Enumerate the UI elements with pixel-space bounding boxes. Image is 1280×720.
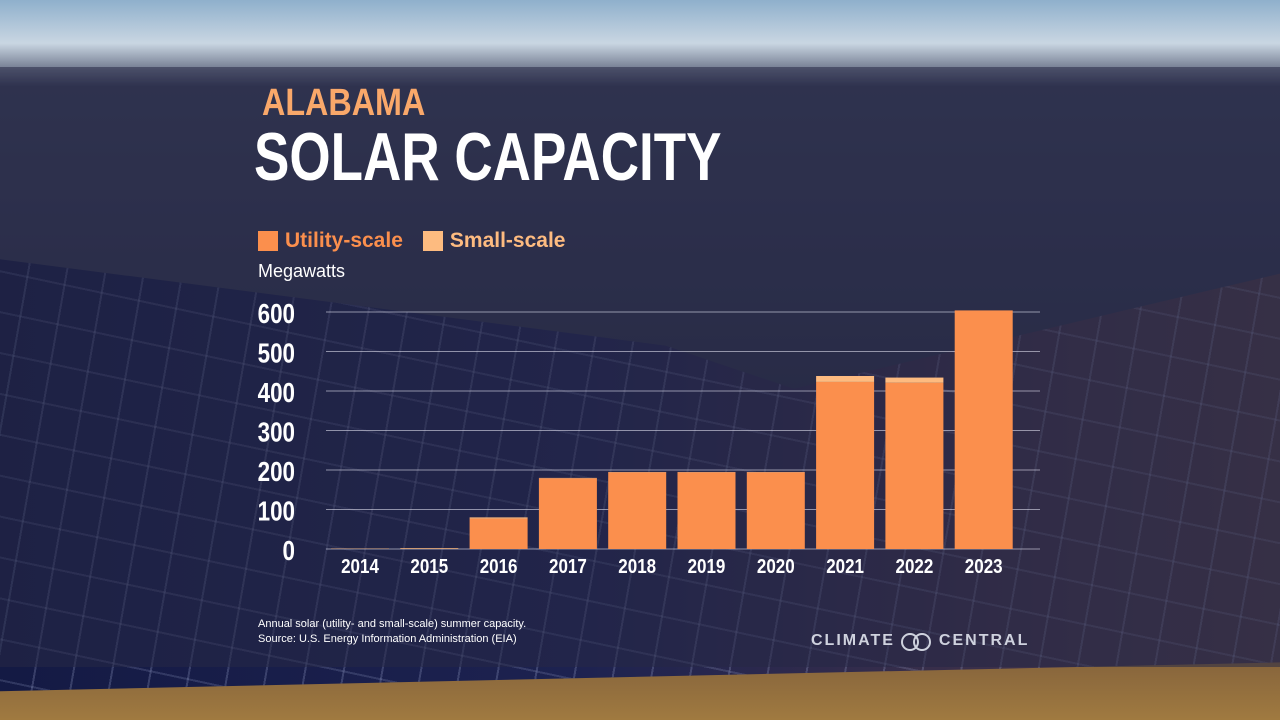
bar-utility-scale-2023 bbox=[954, 310, 1013, 549]
x-tick-label: 2018 bbox=[618, 555, 656, 578]
state-title: ALABAMA bbox=[262, 82, 426, 124]
legend-label-small: Small-scale bbox=[449, 229, 566, 252]
climate-central-logo: CLIMATE CENTRAL bbox=[811, 632, 1030, 651]
x-tick-label: 2015 bbox=[410, 555, 448, 578]
y-tick-label: 500 bbox=[258, 338, 295, 369]
x-tick-label: 2017 bbox=[549, 555, 587, 578]
y-tick-label: 400 bbox=[258, 378, 295, 409]
y-tick-label: 600 bbox=[258, 299, 295, 330]
legend: Utility-scale Small-scale bbox=[258, 229, 565, 253]
y-tick-label: 0 bbox=[283, 536, 295, 567]
x-tick-label: 2016 bbox=[480, 555, 518, 578]
bar-utility-scale-2018 bbox=[608, 472, 667, 549]
bar-utility-scale-2019 bbox=[677, 472, 736, 549]
y-tick-label: 200 bbox=[258, 457, 295, 488]
bar-utility-scale-2021 bbox=[816, 381, 875, 549]
x-tick-label: 2022 bbox=[896, 555, 934, 578]
legend-label-utility: Utility-scale bbox=[285, 229, 403, 252]
bar-utility-scale-2020 bbox=[746, 472, 805, 549]
bar-utility-scale-2016 bbox=[469, 518, 528, 549]
bar-small-scale-2015 bbox=[400, 548, 459, 549]
legend-item-utility: Utility-scale bbox=[258, 229, 403, 253]
y-tick-label: 300 bbox=[258, 417, 295, 448]
bar-small-scale-2022 bbox=[885, 377, 944, 383]
x-tick-label: 2020 bbox=[757, 555, 795, 578]
x-tick-label: 2019 bbox=[688, 555, 726, 578]
x-tick-label: 2023 bbox=[965, 555, 1003, 578]
chart-panel bbox=[0, 67, 1280, 667]
y-tick-label: 100 bbox=[258, 496, 295, 527]
rings-icon bbox=[900, 633, 933, 651]
footnote-note: Annual solar (utility- and small-scale) … bbox=[258, 618, 527, 630]
bar-utility-scale-2017 bbox=[538, 478, 597, 549]
x-tick-label: 2021 bbox=[826, 555, 864, 578]
legend-item-small: Small-scale bbox=[422, 229, 566, 253]
x-tick-label: 2014 bbox=[341, 555, 379, 578]
chart-title: SOLAR CAPACITY bbox=[254, 119, 722, 195]
bar-small-scale-2016 bbox=[469, 517, 528, 519]
legend-swatch-utility bbox=[258, 231, 278, 251]
bar-utility-scale-2022 bbox=[885, 382, 944, 549]
footnote: Annual solar (utility- and small-scale) … bbox=[258, 617, 526, 647]
bar-small-scale-2021 bbox=[816, 375, 875, 382]
y-axis-label: Megawatts bbox=[258, 261, 346, 281]
footnote-source: Source: U.S. Energy Information Administ… bbox=[258, 633, 517, 645]
legend-swatch-small bbox=[422, 231, 443, 251]
